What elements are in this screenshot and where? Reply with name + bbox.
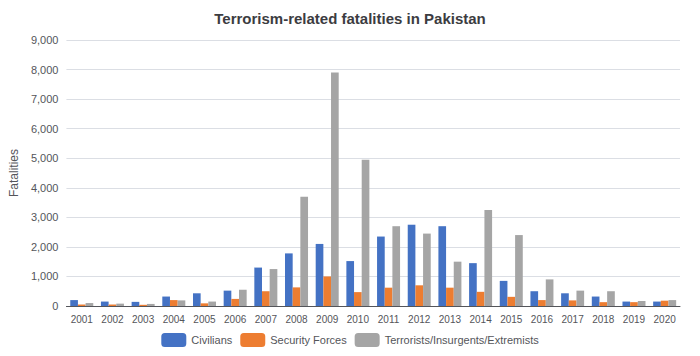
svg-text:2012: 2012 <box>408 314 431 325</box>
svg-text:2005: 2005 <box>193 314 216 325</box>
svg-text:2016: 2016 <box>531 314 554 325</box>
svg-text:Security Forces: Security Forces <box>270 334 347 346</box>
svg-text:6,000: 6,000 <box>31 123 59 135</box>
svg-text:Civilians: Civilians <box>191 334 232 346</box>
svg-text:2008: 2008 <box>285 314 308 325</box>
svg-text:2004: 2004 <box>163 314 186 325</box>
svg-text:2002: 2002 <box>101 314 124 325</box>
svg-text:2014: 2014 <box>469 314 492 325</box>
svg-text:4,000: 4,000 <box>31 182 59 194</box>
svg-text:2009: 2009 <box>316 314 339 325</box>
svg-text:Terrorists/Insurgents/Extremis: Terrorists/Insurgents/Extremists <box>385 334 540 346</box>
svg-text:2001: 2001 <box>71 314 94 325</box>
svg-text:2018: 2018 <box>592 314 615 325</box>
svg-text:2013: 2013 <box>439 314 462 325</box>
svg-text:2017: 2017 <box>561 314 584 325</box>
svg-text:3,000: 3,000 <box>31 211 59 223</box>
svg-text:7,000: 7,000 <box>31 93 59 105</box>
svg-text:2006: 2006 <box>224 314 247 325</box>
svg-text:5,000: 5,000 <box>31 152 59 164</box>
svg-text:0: 0 <box>52 300 58 312</box>
svg-text:2015: 2015 <box>500 314 523 325</box>
svg-text:1,000: 1,000 <box>31 270 59 282</box>
svg-text:Fatalities: Fatalities <box>7 149 21 197</box>
svg-text:8,000: 8,000 <box>31 64 59 76</box>
svg-text:2,000: 2,000 <box>31 241 59 253</box>
svg-text:2003: 2003 <box>132 314 155 325</box>
svg-text:2010: 2010 <box>347 314 370 325</box>
svg-text:2011: 2011 <box>378 314 400 325</box>
svg-text:2007: 2007 <box>255 314 278 325</box>
svg-text:2019: 2019 <box>623 314 646 325</box>
svg-text:9,000: 9,000 <box>31 34 59 46</box>
svg-text:Terrorism-related fatalities i: Terrorism-related fatalities in Pakistan <box>214 10 486 27</box>
svg-text:2020: 2020 <box>654 314 677 325</box>
